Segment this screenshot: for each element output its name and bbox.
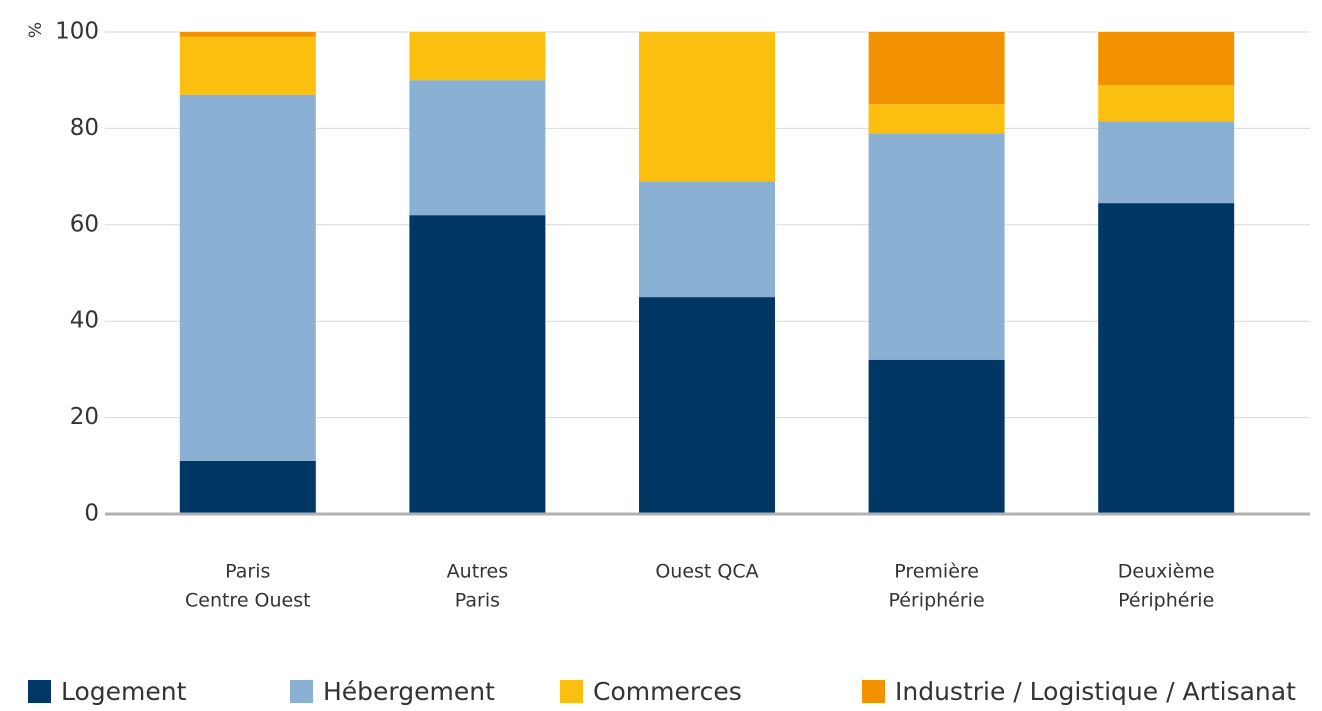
bar-segment [179,36,316,95]
x-tick-label: Paris [455,590,500,612]
y-axis-label: % [26,22,46,38]
y-tick-label: 0 [84,501,99,527]
bar-segment [868,359,1005,514]
bar-segment [639,32,775,182]
x-tick-label: Ouest QCA [655,561,758,583]
bar-segment [868,133,1005,360]
x-tick-label: Centre Ouest [185,590,311,612]
legend-label: Commerces [593,677,742,706]
x-tick-label: Paris [225,561,270,583]
bar-segment [639,297,775,514]
legend-label: Industrie / Logistique / Artisanat [895,677,1296,706]
legend-swatch [28,680,51,703]
bar-segment [1098,85,1235,122]
x-tick-label: Première [894,561,979,583]
bar-segment [409,215,546,514]
y-tick-label: 20 [70,404,99,430]
y-tick-label: 40 [70,308,99,334]
x-tick-label: Autres [447,561,508,583]
legend-label: Hébergement [323,677,495,706]
bar-segment [179,94,316,461]
bar-segment [1098,32,1235,86]
y-tick-label: 60 [70,211,99,237]
x-tick-label: Périphérie [889,590,985,612]
bar-segment [1098,203,1235,515]
bar-segment [179,460,316,514]
x-tick-label: Périphérie [1118,590,1214,612]
bar-segment [868,32,1005,105]
bar-segment [1098,121,1235,204]
legend-label: Logement [61,677,187,706]
bar-segment [409,32,546,81]
bar-segment [639,181,775,298]
y-tick-label: 100 [55,19,99,45]
bar-segment [179,32,316,37]
y-tick-label: 80 [70,115,99,141]
bar-segment [868,104,1005,134]
legend-swatch [290,680,313,703]
legend-swatch [862,680,885,703]
legend-swatch [560,680,583,703]
bar-segment [409,80,546,216]
x-tick-label: Deuxième [1118,561,1215,583]
